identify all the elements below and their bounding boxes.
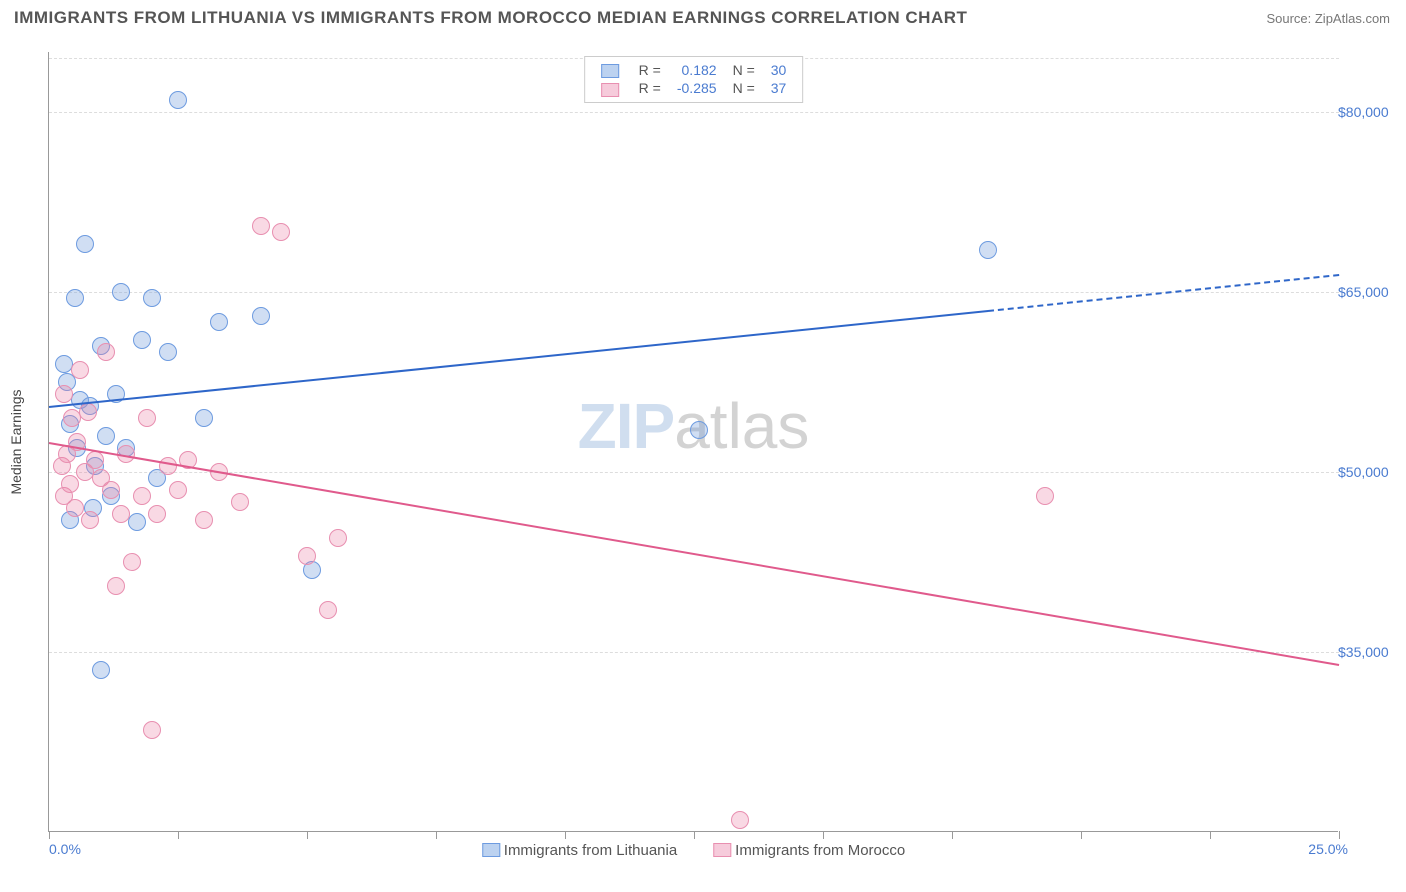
data-point-series0: [97, 427, 115, 445]
data-point-series1: [1036, 487, 1054, 505]
data-point-series1: [731, 811, 749, 829]
data-point-series1: [329, 529, 347, 547]
data-point-series1: [81, 511, 99, 529]
source-attribution: Source: ZipAtlas.com: [1266, 11, 1390, 26]
data-point-series0: [92, 661, 110, 679]
data-point-series1: [195, 511, 213, 529]
chart-title: IMMIGRANTS FROM LITHUANIA VS IMMIGRANTS …: [14, 8, 967, 28]
data-point-series1: [55, 385, 73, 403]
x-tick: [178, 831, 179, 839]
data-point-series0: [979, 241, 997, 259]
data-point-series1: [133, 487, 151, 505]
data-point-series1: [319, 601, 337, 619]
data-point-series1: [272, 223, 290, 241]
legend-item: Immigrants from Morocco: [713, 842, 905, 859]
data-point-series1: [143, 721, 161, 739]
y-tick-label: $50,000: [1338, 464, 1406, 480]
data-point-series1: [138, 409, 156, 427]
data-point-series1: [231, 493, 249, 511]
data-point-series0: [195, 409, 213, 427]
trend-line: [49, 442, 1339, 666]
x-tick: [694, 831, 695, 839]
data-point-series0: [169, 91, 187, 109]
data-point-series0: [159, 343, 177, 361]
legend-item: Immigrants from Lithuania: [482, 842, 677, 859]
data-point-series1: [169, 481, 187, 499]
trend-line: [49, 310, 988, 408]
data-point-series1: [148, 505, 166, 523]
x-tick: [1081, 831, 1082, 839]
watermark-zip: ZIP: [578, 390, 675, 462]
correlation-legend: R =0.182N =30R =-0.285N =37: [584, 56, 804, 103]
gridline-h: [49, 472, 1339, 473]
data-point-series1: [66, 499, 84, 517]
x-tick-label-right: 25.0%: [1308, 841, 1348, 857]
data-point-series1: [102, 481, 120, 499]
data-point-series1: [86, 451, 104, 469]
trend-line-extrapolated: [988, 274, 1339, 312]
series-legend: Immigrants from Lithuania Immigrants from…: [464, 842, 923, 862]
data-point-series0: [76, 235, 94, 253]
x-tick: [1210, 831, 1211, 839]
gridline-h: [49, 652, 1339, 653]
gridline-h: [49, 112, 1339, 113]
data-point-series0: [690, 421, 708, 439]
data-point-series0: [66, 289, 84, 307]
y-tick-label: $80,000: [1338, 104, 1406, 120]
scatter-chart: ZIPatlas $35,000$50,000$65,000$80,0000.0…: [48, 52, 1338, 832]
data-point-series0: [133, 331, 151, 349]
data-point-series1: [97, 343, 115, 361]
y-tick-label: $35,000: [1338, 644, 1406, 660]
x-tick: [565, 831, 566, 839]
data-point-series0: [252, 307, 270, 325]
data-point-series0: [128, 513, 146, 531]
data-point-series1: [123, 553, 141, 571]
x-tick: [436, 831, 437, 839]
data-point-series1: [71, 361, 89, 379]
data-point-series0: [112, 283, 130, 301]
data-point-series1: [112, 505, 130, 523]
data-point-series1: [79, 403, 97, 421]
x-tick: [952, 831, 953, 839]
title-bar: IMMIGRANTS FROM LITHUANIA VS IMMIGRANTS …: [0, 0, 1406, 32]
data-point-series1: [252, 217, 270, 235]
plot-area: ZIPatlas $35,000$50,000$65,000$80,0000.0…: [48, 52, 1338, 832]
x-tick: [49, 831, 50, 839]
y-axis-title: Median Earnings: [8, 389, 24, 494]
data-point-series0: [143, 289, 161, 307]
data-point-series1: [61, 475, 79, 493]
y-tick-label: $65,000: [1338, 284, 1406, 300]
x-tick: [823, 831, 824, 839]
x-tick: [307, 831, 308, 839]
data-point-series1: [159, 457, 177, 475]
x-tick-label-left: 0.0%: [49, 841, 81, 857]
x-tick: [1339, 831, 1340, 839]
data-point-series1: [298, 547, 316, 565]
data-point-series0: [210, 313, 228, 331]
data-point-series1: [107, 577, 125, 595]
